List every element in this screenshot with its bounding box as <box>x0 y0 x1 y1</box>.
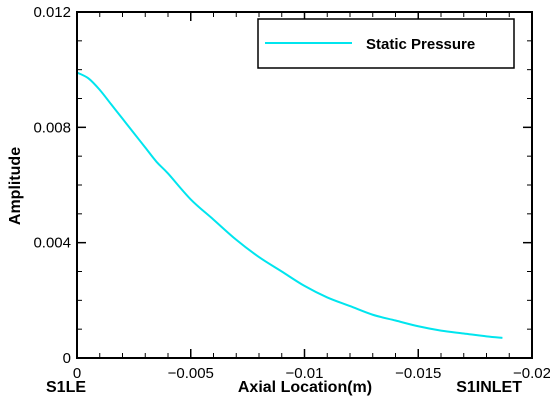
x-tick-label: −0.01 <box>286 365 324 382</box>
y-tick-label: 0.012 <box>33 4 71 21</box>
series-layer <box>76 71 503 339</box>
series-line-static-pressure <box>76 71 503 339</box>
y-axis-title: Amplitude <box>7 147 24 225</box>
annotation-s1le: S1LE <box>46 379 86 396</box>
y-tick-label: 0.008 <box>33 119 71 136</box>
y-tick-label: 0 <box>63 350 71 367</box>
y-axis-ticks: 0 0.004 0.008 0.012 <box>33 4 532 367</box>
x-tick-label: −0.015 <box>395 365 441 382</box>
x-axis-ticks: 0 −0.005 −0.01 −0.015 −0.02 <box>73 12 550 382</box>
x-tick-label: −0.005 <box>168 365 214 382</box>
plot-frame <box>76 11 533 359</box>
legend-label: Static Pressure <box>366 36 475 53</box>
y-tick-label: 0.004 <box>33 235 71 252</box>
annotation-s1inlet: S1INLET <box>456 379 522 396</box>
x-axis-title: Axial Location(m) <box>238 379 372 396</box>
x-tick-label: −0.02 <box>513 365 550 382</box>
x-tick-label: 0 <box>73 365 81 382</box>
legend: Static Pressure <box>257 18 515 69</box>
